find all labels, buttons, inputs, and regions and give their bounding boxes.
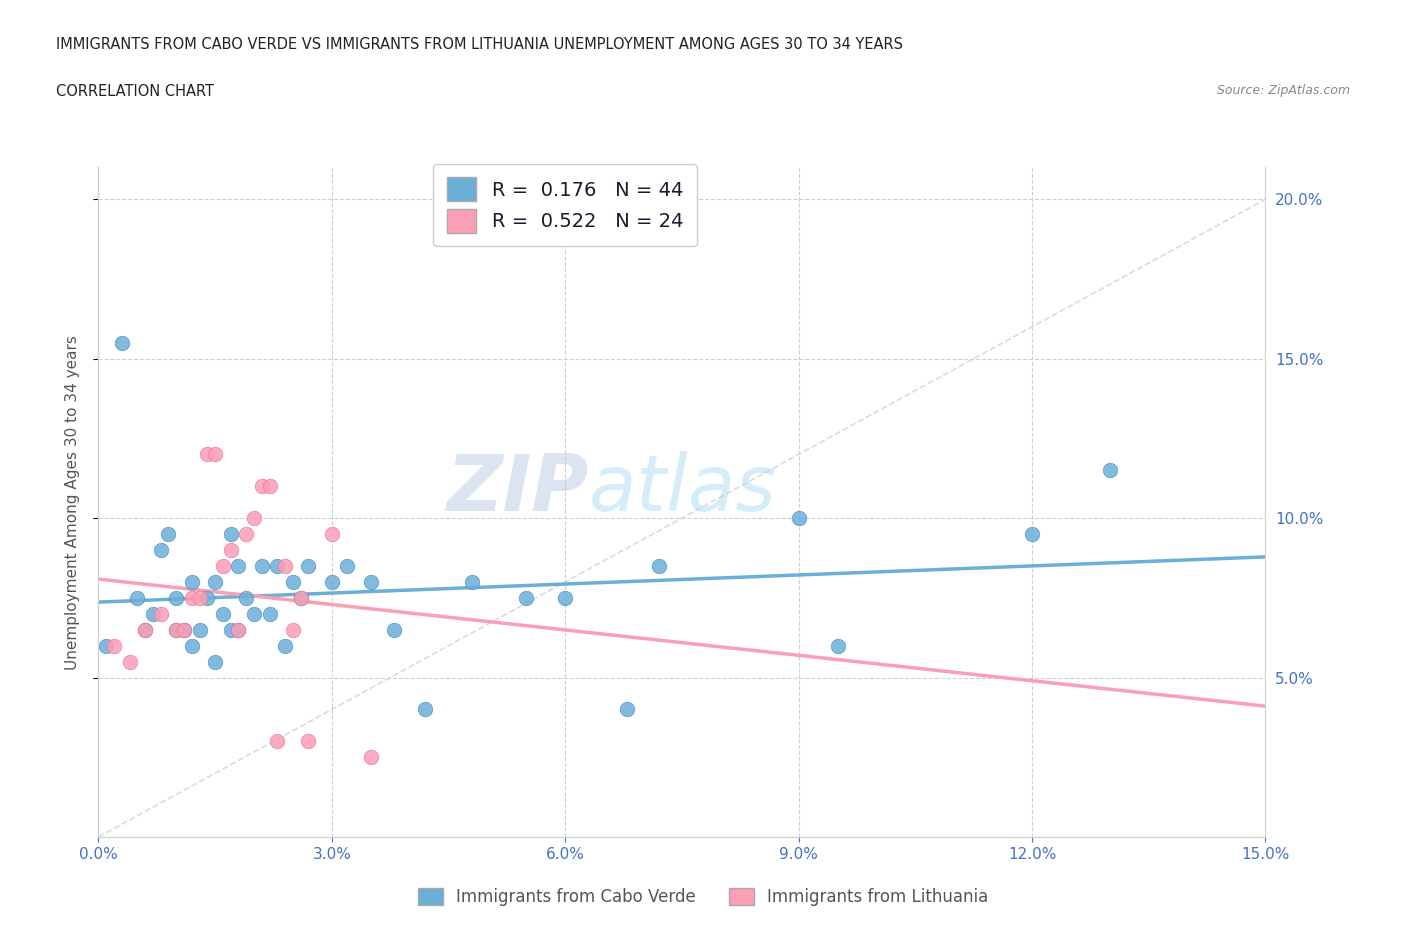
Point: [382, 622, 405, 637]
Point: [228, 622, 250, 637]
Point: [243, 511, 266, 525]
Point: [127, 591, 149, 605]
Point: [188, 591, 211, 605]
Legend: R =  0.176   N = 44, R =  0.522   N = 24: R = 0.176 N = 44, R = 0.522 N = 24: [433, 164, 697, 246]
Point: [281, 622, 304, 637]
Point: [259, 479, 281, 494]
Point: [827, 638, 849, 653]
Point: [173, 622, 195, 637]
Point: [266, 559, 288, 574]
Point: [360, 575, 382, 590]
Point: [165, 622, 187, 637]
Point: [157, 526, 180, 541]
Point: [142, 606, 165, 621]
Text: IMMIGRANTS FROM CABO VERDE VS IMMIGRANTS FROM LITHUANIA UNEMPLOYMENT AMONG AGES : IMMIGRANTS FROM CABO VERDE VS IMMIGRANTS…: [56, 37, 903, 52]
Point: [274, 638, 297, 653]
Point: [787, 511, 810, 525]
Point: [149, 542, 172, 557]
Point: [243, 606, 266, 621]
Point: [111, 336, 134, 351]
Point: [173, 622, 195, 637]
Point: [204, 654, 226, 669]
Point: [204, 575, 226, 590]
Point: [336, 559, 359, 574]
Point: [266, 734, 288, 749]
Point: [134, 622, 156, 637]
Point: [212, 559, 235, 574]
Point: [219, 542, 242, 557]
Point: [228, 559, 250, 574]
Point: [616, 702, 638, 717]
Text: atlas: atlas: [589, 451, 776, 526]
Point: [1098, 463, 1121, 478]
Point: [149, 606, 172, 621]
Point: [360, 750, 382, 764]
Point: [195, 591, 218, 605]
Text: CORRELATION CHART: CORRELATION CHART: [56, 84, 214, 99]
Point: [195, 447, 218, 462]
Point: [413, 702, 436, 717]
Point: [461, 575, 484, 590]
Point: [180, 591, 202, 605]
Point: [212, 606, 235, 621]
Point: [165, 591, 187, 605]
Point: [204, 447, 226, 462]
Point: [96, 638, 118, 653]
Point: [118, 654, 141, 669]
Point: [321, 575, 343, 590]
Point: [1021, 526, 1043, 541]
Point: [297, 559, 319, 574]
Point: [103, 638, 125, 653]
Point: [165, 622, 187, 637]
Text: Source: ZipAtlas.com: Source: ZipAtlas.com: [1216, 84, 1350, 97]
Point: [281, 575, 304, 590]
Point: [259, 606, 281, 621]
Point: [274, 559, 297, 574]
Legend: Immigrants from Cabo Verde, Immigrants from Lithuania: Immigrants from Cabo Verde, Immigrants f…: [411, 881, 995, 912]
Point: [647, 559, 669, 574]
Point: [250, 479, 273, 494]
Point: [228, 622, 250, 637]
Point: [134, 622, 156, 637]
Point: [297, 734, 319, 749]
Point: [188, 622, 211, 637]
Y-axis label: Unemployment Among Ages 30 to 34 years: Unemployment Among Ages 30 to 34 years: [65, 335, 80, 670]
Point: [219, 526, 242, 541]
Point: [219, 622, 242, 637]
Point: [515, 591, 537, 605]
Point: [180, 638, 202, 653]
Point: [180, 575, 202, 590]
Point: [235, 526, 257, 541]
Point: [321, 526, 343, 541]
Point: [290, 591, 312, 605]
Point: [290, 591, 312, 605]
Point: [235, 591, 257, 605]
Point: [554, 591, 576, 605]
Text: ZIP: ZIP: [446, 451, 589, 526]
Point: [250, 559, 273, 574]
